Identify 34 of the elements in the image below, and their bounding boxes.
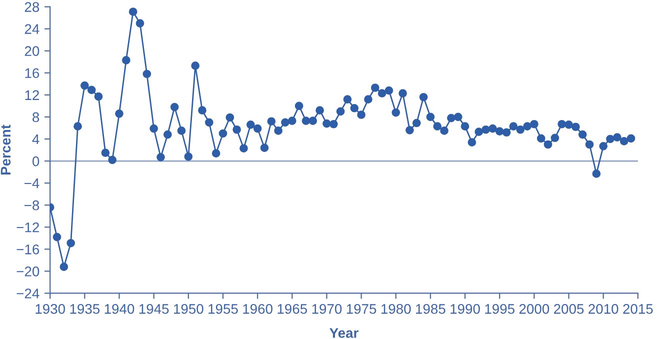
y-tick-label: −20 (16, 266, 40, 276)
x-tick-label: 1970 (312, 304, 342, 314)
y-tick-label: 0 (32, 156, 40, 166)
x-tick-label: 1985 (416, 304, 446, 314)
x-axis-title: Year (330, 328, 358, 338)
x-tick-label: 1935 (70, 304, 100, 314)
x-tick-label: 2015 (623, 304, 653, 314)
y-tick-label: 20 (24, 46, 40, 56)
x-tick-label: 1950 (174, 304, 204, 314)
y-tick-label: 16 (25, 68, 40, 78)
x-tick-label: 1995 (485, 304, 514, 314)
y-tick-label: −24 (16, 288, 40, 298)
y-tick-label: 12 (25, 90, 39, 100)
x-tick-label: 1955 (208, 304, 238, 314)
x-tick-label: 1965 (278, 304, 307, 314)
x-tick-label: 2010 (588, 304, 618, 314)
y-tick-label: −16 (16, 244, 40, 254)
x-tick-label: 1945 (139, 304, 169, 314)
x-tick-label: 1940 (104, 304, 134, 314)
y-tick-label: 28 (24, 2, 40, 12)
x-tick-label: 1975 (346, 304, 376, 314)
x-tick-label: 2000 (519, 304, 550, 314)
y-axis-title: Percent (0, 124, 11, 175)
x-tick-label: 1930 (36, 304, 65, 314)
x-tick-label: 2005 (554, 304, 584, 314)
y-tick-label: −8 (24, 200, 40, 210)
x-tick-label: 1980 (381, 304, 411, 314)
x-tick-label: 1960 (243, 304, 272, 314)
y-tick-label: 4 (32, 134, 40, 144)
y-tick-label: −12 (16, 222, 39, 232)
x-tick-label: 1990 (450, 304, 480, 314)
y-tick-label: 24 (24, 24, 40, 34)
y-tick-label: −4 (24, 178, 40, 188)
y-tick-label: 8 (32, 112, 40, 122)
